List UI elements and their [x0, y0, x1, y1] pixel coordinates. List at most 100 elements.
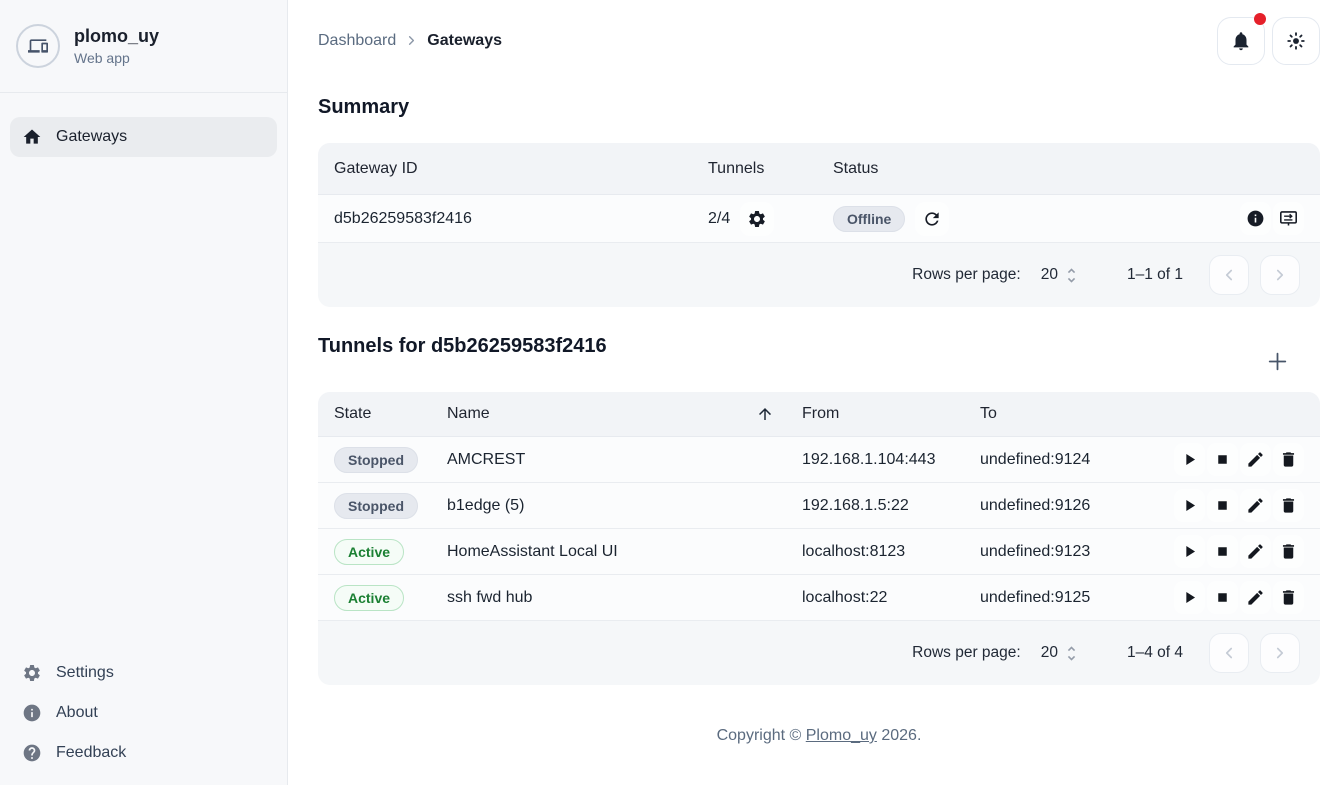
tunnel-row-actions: [1174, 581, 1304, 614]
play-tunnel-button[interactable]: [1174, 443, 1205, 476]
stepper-icon: [1062, 644, 1081, 663]
stop-icon: [1214, 497, 1231, 514]
play-tunnel-button[interactable]: [1174, 535, 1205, 568]
gear-icon: [22, 663, 42, 683]
delete-icon: [1279, 496, 1298, 515]
tunnels-table: State Name From To Stopped AMCREST 192.1…: [318, 392, 1320, 685]
gateway-id-cell: d5b26259583f2416: [334, 209, 472, 227]
sidebar-item-settings[interactable]: Settings: [10, 653, 277, 693]
next-page-button[interactable]: [1260, 633, 1300, 673]
edit-tunnel-button[interactable]: [1240, 535, 1271, 568]
play-tunnel-button[interactable]: [1174, 489, 1205, 522]
stop-tunnel-button[interactable]: [1207, 489, 1238, 522]
page-buttons: [1209, 255, 1300, 295]
gateway-settings-button[interactable]: [740, 201, 775, 236]
tunnel-to-cell: undefined:9126: [980, 496, 1091, 514]
tunnels-heading: Tunnels for d5b26259583f2416: [318, 335, 607, 357]
previous-page-button[interactable]: [1209, 633, 1249, 673]
edit-icon: [1246, 588, 1265, 607]
chevron-right-icon: [1271, 266, 1289, 284]
gateway-info-button[interactable]: [1240, 202, 1271, 235]
sidebar-footer: Settings About Feedback: [0, 653, 287, 785]
app-logo: [16, 24, 60, 68]
rows-per-page-select[interactable]: 20: [1041, 644, 1081, 663]
rows-per-page-select[interactable]: 20: [1041, 266, 1081, 285]
table-row: Active HomeAssistant Local UI localhost:…: [318, 529, 1320, 575]
stop-icon: [1214, 589, 1231, 606]
stop-icon: [1214, 543, 1231, 560]
notifications-button[interactable]: [1217, 12, 1266, 65]
rows-per-page-value: 20: [1040, 266, 1058, 283]
page-range: 1–1 of 1: [1126, 266, 1183, 283]
add-tunnel-button[interactable]: [1263, 347, 1292, 376]
delete-tunnel-button[interactable]: [1273, 489, 1304, 522]
edit-icon: [1246, 450, 1265, 469]
bell-icon: [1230, 30, 1252, 52]
delete-tunnel-button[interactable]: [1273, 581, 1304, 614]
column-header-gateway-id: Gateway ID: [334, 159, 418, 177]
info-icon: [1246, 209, 1265, 228]
copyright-suffix: 2026.: [876, 727, 922, 744]
column-header-to[interactable]: To: [980, 405, 997, 422]
stop-tunnel-button[interactable]: [1207, 443, 1238, 476]
chevron-left-icon: [1220, 644, 1238, 662]
theme-toggle-button[interactable]: [1272, 16, 1320, 65]
tunnel-from-cell: 192.168.1.104:443: [802, 450, 936, 468]
page-buttons: [1209, 633, 1300, 673]
gateway-terminal-button[interactable]: [1273, 202, 1304, 235]
brand-link[interactable]: Plomo_uy: [805, 727, 877, 744]
home-icon: [22, 127, 42, 147]
breadcrumb-item-dashboard[interactable]: Dashboard: [318, 31, 397, 49]
gateway-row-actions: [1240, 202, 1304, 235]
play-icon: [1180, 588, 1199, 607]
sun-icon: [1285, 30, 1307, 52]
rows-per-page-value: 20: [1040, 644, 1058, 661]
edit-icon: [1246, 496, 1265, 515]
column-header-from[interactable]: From: [802, 405, 840, 422]
sidebar-divider: [0, 92, 287, 93]
column-header-status: Status: [833, 159, 879, 177]
edit-tunnel-button[interactable]: [1240, 581, 1271, 614]
tunnel-name-cell: ssh fwd hub: [447, 588, 533, 606]
state-badge: Active: [334, 538, 405, 565]
state-badge: Active: [334, 584, 405, 611]
terminal-icon: [1278, 208, 1299, 229]
status-badge: Offline: [833, 205, 906, 232]
rows-per-page-label: Rows per page:: [912, 266, 1021, 283]
tunnel-row-actions: [1174, 443, 1304, 476]
edit-tunnel-button[interactable]: [1240, 489, 1271, 522]
previous-page-button[interactable]: [1209, 255, 1249, 295]
rows-per-page-label: Rows per page:: [912, 644, 1021, 661]
sidebar-item-feedback[interactable]: Feedback: [10, 733, 277, 773]
play-icon: [1180, 450, 1199, 469]
column-header-name[interactable]: Name: [447, 405, 802, 423]
sidebar-item-gateways[interactable]: Gateways: [10, 117, 277, 157]
stop-tunnel-button[interactable]: [1207, 581, 1238, 614]
tunnels-title-row: Tunnels for d5b26259583f2416: [318, 335, 1320, 376]
refresh-status-button[interactable]: [915, 201, 950, 236]
info-icon: [22, 703, 42, 723]
edit-tunnel-button[interactable]: [1240, 443, 1271, 476]
stop-tunnel-button[interactable]: [1207, 535, 1238, 568]
delete-tunnel-button[interactable]: [1273, 535, 1304, 568]
delete-icon: [1279, 542, 1298, 561]
delete-tunnel-button[interactable]: [1273, 443, 1304, 476]
sidebar-item-label: Settings: [56, 664, 114, 681]
column-header-tunnels: Tunnels: [708, 159, 765, 177]
status-cell: Offline: [833, 201, 1240, 236]
summary-heading: Summary: [318, 96, 410, 118]
tunnel-to-cell: undefined:9124: [980, 450, 1091, 468]
sidebar: plomo_uy Web app Gateways Settings: [0, 0, 288, 785]
column-header-state[interactable]: State: [334, 405, 372, 422]
help-icon: [22, 743, 42, 763]
refresh-icon: [922, 209, 942, 229]
sidebar-item-about[interactable]: About: [10, 693, 277, 733]
play-tunnel-button[interactable]: [1174, 581, 1205, 614]
devices-icon: [28, 36, 48, 56]
next-page-button[interactable]: [1260, 255, 1300, 295]
edit-icon: [1246, 542, 1265, 561]
topbar: Dashboard Gateways: [318, 0, 1320, 70]
tunnel-from-cell: localhost:22: [802, 588, 888, 606]
state-badge: Stopped: [334, 492, 418, 519]
